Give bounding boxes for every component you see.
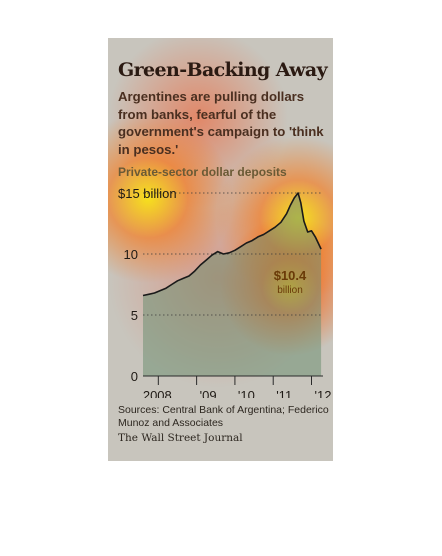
chart-subtitle: Argentines are pulling dollars from bank… <box>118 89 324 157</box>
annotation-unit: billion <box>277 285 303 296</box>
chart-title: Green-Backing Away <box>118 59 328 81</box>
x-tick-label: '12 <box>315 388 332 398</box>
series-line <box>142 192 322 297</box>
x-tick-label: 2008 <box>143 388 172 398</box>
y-tick-label: 10 <box>124 247 138 262</box>
series-label: Private-sector dollar deposits <box>118 165 287 179</box>
line-chart: 0 5 10 $15 billion 2008 '09 '10 '11 '12 $10.4 bill… <box>118 186 332 398</box>
sources-note: Sources: Central Bank of Argentina; Fede… <box>118 404 329 429</box>
infographic-card: Green-Backing Away Argentines are pullin… <box>108 38 333 461</box>
annotation-value: $10.4 <box>274 268 307 283</box>
publication-credit: The Wall Street Journal <box>118 432 243 444</box>
x-tick-label: '09 <box>200 388 217 398</box>
y-tick-label: 5 <box>131 308 138 323</box>
x-tick-label: '10 <box>238 388 255 398</box>
x-tick-label: '11 <box>276 388 292 398</box>
y-tick-label: $15 billion <box>118 186 177 201</box>
series-area-fill <box>143 193 322 376</box>
y-tick-label: 0 <box>131 369 138 384</box>
